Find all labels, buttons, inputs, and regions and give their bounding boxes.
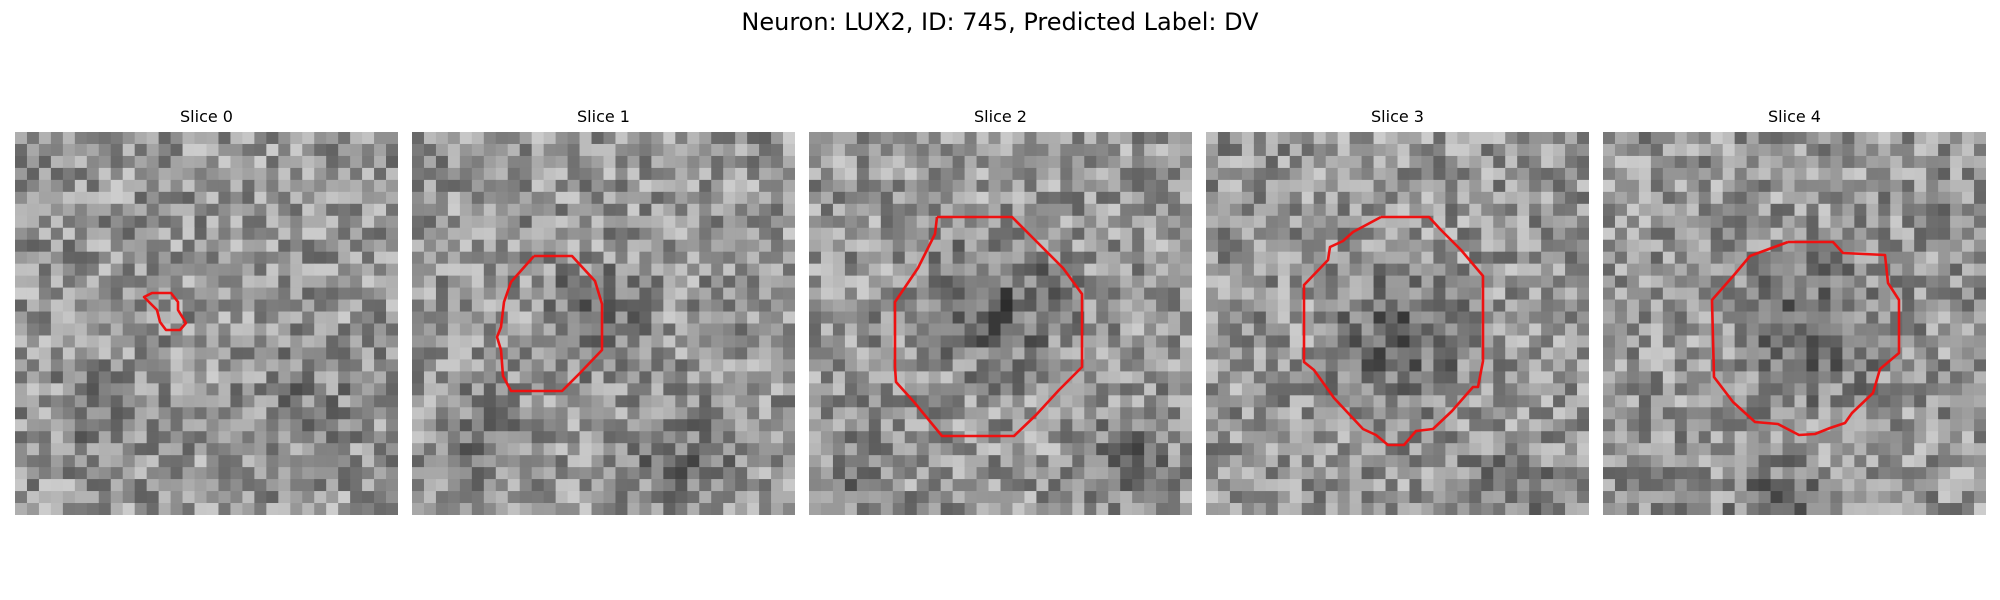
slice-image-3 <box>1206 132 1589 515</box>
roi-contour-1 <box>495 254 604 393</box>
slice-pixels-4 <box>1603 132 1986 515</box>
slice-pixels-3 <box>1206 132 1589 515</box>
slice-pixels-1 <box>412 132 795 515</box>
slice-image-1 <box>412 132 795 515</box>
figure-title: Neuron: LUX2, ID: 745, Predicted Label: … <box>741 8 1259 36</box>
slice-pixels-2 <box>809 132 1192 515</box>
roi-contour-3 <box>1302 215 1485 447</box>
roi-contour-4 <box>1710 240 1901 437</box>
roi-contour-2 <box>893 215 1084 438</box>
slice-title-4: Slice 4 <box>1768 107 1821 126</box>
slice-title-3: Slice 3 <box>1371 107 1424 126</box>
slice-image-2 <box>809 132 1192 515</box>
slice-image-4 <box>1603 132 1986 515</box>
slice-title-0: Slice 0 <box>180 107 233 126</box>
slice-image-0 <box>15 132 398 515</box>
slice-title-2: Slice 2 <box>974 107 1027 126</box>
slice-pixels-0 <box>15 132 398 515</box>
slice-title-1: Slice 1 <box>577 107 630 126</box>
roi-contour-0 <box>142 291 188 332</box>
